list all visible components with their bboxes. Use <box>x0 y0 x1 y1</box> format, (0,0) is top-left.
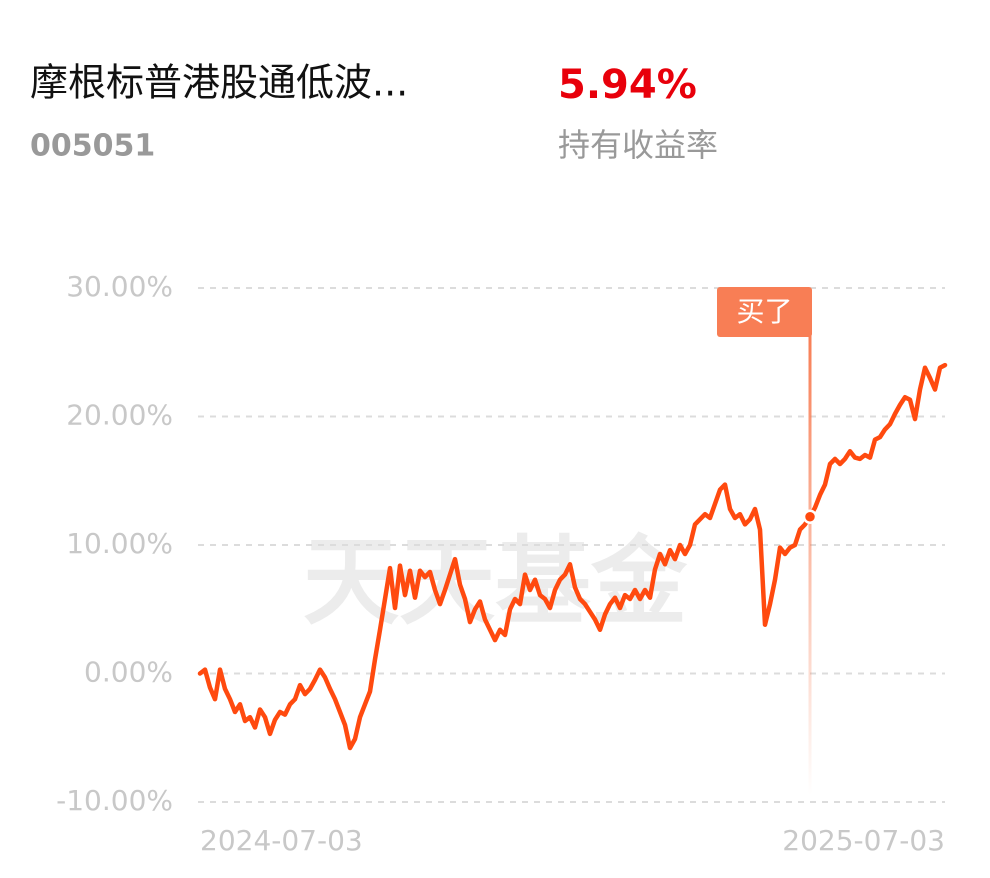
return-value: 5.94% <box>558 62 697 108</box>
fund-title: 摩根标普港股通低波... <box>30 61 408 105</box>
return-label: 持有收益率 <box>558 126 718 164</box>
x-tick-label: 2025-07-03 <box>782 824 945 857</box>
y-tick-label: 30.00% <box>66 270 173 303</box>
watermark: 天天基金 <box>303 525 688 638</box>
buy-label: 买了 <box>736 295 792 328</box>
x-tick-label: 2024-07-03 <box>200 824 363 857</box>
y-tick-label: 0.00% <box>84 656 173 689</box>
y-tick-label: -10.00% <box>56 784 173 817</box>
line <box>197 362 948 751</box>
buy-label-box <box>717 287 812 337</box>
fund-code: 005051 <box>30 129 155 164</box>
y-tick-label: 20.00% <box>66 399 173 432</box>
buy-line <box>808 335 812 795</box>
buy-point <box>802 509 818 524</box>
y-tick-label: 10.00% <box>66 527 173 560</box>
